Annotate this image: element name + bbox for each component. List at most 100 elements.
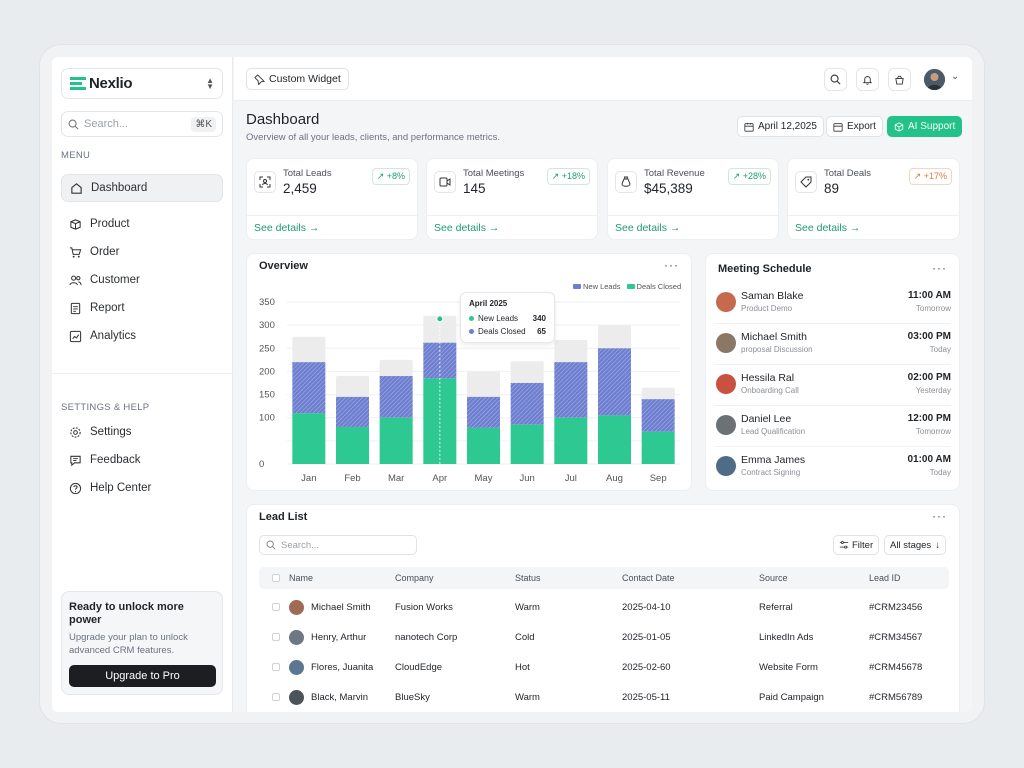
- meetings-icon: [434, 171, 456, 193]
- row-checkbox[interactable]: [272, 603, 280, 611]
- notifications-button[interactable]: [856, 68, 879, 91]
- sidebar-item-feedback[interactable]: Feedback: [61, 446, 223, 474]
- sidebar-item-customer[interactable]: Customer: [61, 266, 223, 294]
- column-header-status[interactable]: Status: [515, 573, 541, 583]
- meeting-item[interactable]: Emma James Contract Signing 01:00 AM Today: [714, 447, 951, 488]
- table-row[interactable]: Flores, Juanita CloudEdge Hot 2025-02-60 Web…: [259, 652, 949, 682]
- upgrade-card: Ready to unlock more power Upgrade your …: [61, 591, 223, 695]
- stages-dropdown[interactable]: All stages ↓: [884, 535, 946, 555]
- meeting-day: Yesterday: [915, 386, 951, 395]
- meeting-avatar: [716, 415, 736, 435]
- upgrade-button[interactable]: Upgrade to Pro: [69, 665, 216, 687]
- column-header-name[interactable]: Name: [289, 573, 314, 583]
- row-checkbox[interactable]: [272, 633, 280, 641]
- highlight-dot: [436, 315, 444, 323]
- search-button[interactable]: [824, 68, 847, 91]
- y-tick-label: 250: [259, 343, 275, 354]
- y-tick-label: 350: [259, 297, 275, 308]
- lead-search-placeholder: Search...: [281, 539, 320, 551]
- sidebar-search-input[interactable]: Search... ⌘K: [61, 111, 223, 137]
- filter-button[interactable]: Filter: [833, 535, 880, 555]
- lead-source: LinkedIn Ads: [759, 632, 814, 643]
- row-checkbox[interactable]: [272, 663, 280, 671]
- overview-more-button[interactable]: ···: [664, 258, 679, 272]
- sidebar-item-report[interactable]: Report: [61, 294, 223, 322]
- users-icon: [69, 275, 82, 285]
- kpi-card-leads: Total Leads 2,459 ↗ +8% See details →: [246, 158, 418, 240]
- sidebar-item-help-center[interactable]: Help Center: [61, 474, 223, 502]
- sidebar-item-label: Product: [90, 218, 130, 230]
- sidebar-item-settings[interactable]: Settings: [61, 418, 223, 446]
- upgrade-title: Ready to unlock more power: [69, 601, 184, 626]
- meeting-type: Lead Qualification: [741, 427, 806, 436]
- kpi-label: Total Revenue: [644, 168, 705, 179]
- meeting-item[interactable]: Hessila Ral Onboarding Call 02:00 PM Yester…: [714, 365, 951, 406]
- bar-new-leads: [641, 399, 675, 432]
- lead-search-input[interactable]: Search...: [259, 535, 417, 555]
- export-icon: [833, 122, 843, 132]
- meeting-time: 02:00 PM: [907, 372, 951, 383]
- ai-support-button[interactable]: AI Support: [887, 116, 963, 137]
- sidebar-item-order[interactable]: Order: [61, 238, 223, 266]
- lead-avatar: [289, 690, 304, 705]
- meeting-more-button[interactable]: ···: [932, 261, 947, 275]
- kpi-value: 2,459: [283, 181, 317, 196]
- bar-new-leads: [467, 396, 500, 428]
- bar-new-leads: [423, 342, 457, 379]
- tooltip-value: 340: [532, 314, 546, 323]
- meeting-item[interactable]: Daniel Lee Lead Qualification 12:00 PM Tomo…: [714, 406, 951, 447]
- chart-legend: New Leads Deals Closed: [573, 282, 681, 291]
- custom-widget-button[interactable]: Custom Widget: [246, 68, 349, 90]
- column-header-lead-id[interactable]: Lead ID: [869, 573, 901, 583]
- bar-deals-closed: [292, 413, 326, 464]
- meeting-schedule-card: Meeting Schedule ··· Saman Blake Product …: [705, 253, 960, 491]
- user-avatar[interactable]: [924, 69, 945, 90]
- legend-swatch-new-leads: [573, 284, 581, 289]
- bar-deals-closed: [336, 426, 369, 464]
- y-tick-label: 100: [259, 413, 275, 424]
- table-row[interactable]: Henry, Arthur nanotech Corp Cold 2025-01-05…: [259, 622, 949, 652]
- lead-name: Flores, Juanita: [311, 662, 374, 673]
- sidebar-item-label: Order: [90, 246, 120, 258]
- see-details-link[interactable]: See details →: [427, 215, 597, 239]
- x-tick-label: May: [475, 473, 493, 484]
- ai-support-label: AI Support: [908, 121, 956, 132]
- date-picker-button[interactable]: April 12,2025: [737, 116, 824, 137]
- sidebar-item-dashboard[interactable]: Dashboard: [61, 174, 223, 202]
- overview-bar-chart: 350 300 250 200 150 100 0 Jan Feb Mar Apr May Jun Jul…: [259, 297, 680, 484]
- export-button[interactable]: Export: [826, 116, 883, 137]
- kpi-change-badge: ↗ +17%: [908, 168, 952, 185]
- bar-new-leads: [336, 396, 369, 427]
- workspace-switcher[interactable]: Nexlio ▲ ▼: [61, 68, 223, 99]
- table-row[interactable]: Michael Smith Fusion Works Warm 2025-04-10 R…: [259, 592, 949, 622]
- column-header-contact-date[interactable]: Contact Date: [622, 573, 675, 583]
- lead-status: Warm: [515, 692, 540, 703]
- sidebar: Nexlio ▲ ▼ Search... ⌘K MENU Dashboard Pr…: [52, 57, 233, 712]
- bar-deals-closed: [641, 431, 675, 464]
- see-details-link[interactable]: See details →: [788, 215, 959, 239]
- column-header-company[interactable]: Company: [395, 573, 434, 583]
- meeting-item[interactable]: Michael Smith proposal Discussion 03:00 PM…: [714, 324, 951, 365]
- sidebar-item-analytics[interactable]: Analytics: [61, 322, 223, 350]
- custom-widget-label: Custom Widget: [269, 73, 341, 85]
- x-tick-label: Mar: [388, 473, 404, 484]
- table-row[interactable]: Black, Marvin BlueSky Warm 2025-05-11 Paid C…: [259, 682, 949, 712]
- sidebar-item-product[interactable]: Product: [61, 210, 223, 238]
- see-details-link[interactable]: See details →: [247, 215, 417, 239]
- sidebar-item-label: Dashboard: [91, 182, 148, 194]
- chevron-down-icon[interactable]: ⌄: [951, 71, 960, 82]
- sidebar-item-label: Settings: [90, 426, 132, 438]
- trend-up-icon: ↗: [732, 171, 743, 181]
- tooltip-value: 65: [537, 327, 546, 336]
- meeting-item[interactable]: Saman Blake Product Demo 11:00 AM Tomorrow: [714, 283, 951, 324]
- kpi-card-revenue: Total Revenue $45,389 ↗ +28% See details…: [607, 158, 779, 240]
- meeting-avatar: [716, 456, 736, 476]
- settings-section-label: SETTINGS & HELP: [61, 402, 150, 413]
- lead-list-more-button[interactable]: ···: [932, 509, 947, 523]
- column-header-source[interactable]: Source: [759, 573, 788, 583]
- row-checkbox[interactable]: [272, 693, 280, 701]
- select-all-checkbox[interactable]: [272, 574, 280, 582]
- see-details-link[interactable]: See details →: [608, 215, 778, 239]
- report-icon: [70, 302, 81, 314]
- shop-button[interactable]: [888, 68, 911, 91]
